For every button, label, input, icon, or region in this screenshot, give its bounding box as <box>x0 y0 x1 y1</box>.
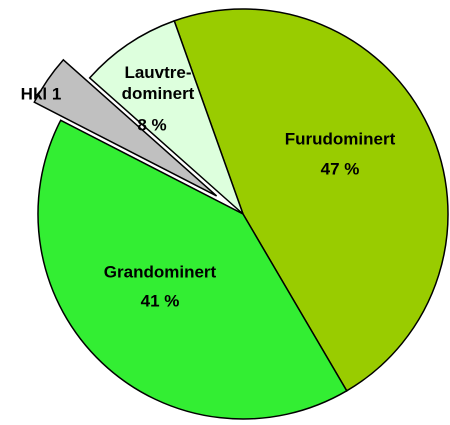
pie-slice <box>33 58 218 197</box>
data-label: Grandominert <box>104 262 217 281</box>
data-label: Furudominert <box>285 129 396 148</box>
pie-slice <box>88 19 244 215</box>
pie-slice <box>37 119 348 420</box>
data-label: 8 % <box>137 115 166 134</box>
data-label: Hkl 1 <box>21 84 62 103</box>
data-label: 41 % <box>141 291 180 310</box>
pie-slice <box>173 8 449 392</box>
data-label: 47 % <box>321 159 360 178</box>
data-label: Lauvtre-dominert <box>122 63 195 103</box>
